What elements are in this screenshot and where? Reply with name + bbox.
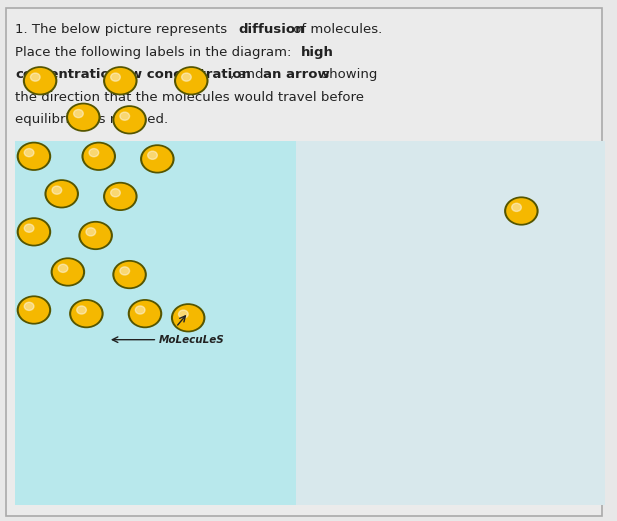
Circle shape [52, 259, 83, 285]
Circle shape [130, 301, 160, 327]
Circle shape [171, 303, 205, 332]
Circle shape [66, 103, 101, 132]
Circle shape [140, 144, 175, 173]
Circle shape [112, 105, 147, 134]
Circle shape [142, 146, 173, 172]
Bar [296, 141, 605, 505]
Circle shape [506, 198, 537, 224]
Circle shape [181, 73, 191, 81]
Text: high: high [300, 46, 333, 59]
Circle shape [51, 257, 85, 287]
Circle shape [73, 109, 83, 118]
Circle shape [110, 189, 120, 197]
Circle shape [89, 148, 99, 157]
Circle shape [46, 181, 77, 207]
FancyBboxPatch shape [6, 8, 602, 516]
Circle shape [86, 228, 96, 236]
Text: , and: , and [230, 68, 268, 81]
Text: equilibrium is reached.: equilibrium is reached. [15, 113, 168, 126]
Circle shape [69, 299, 104, 328]
Circle shape [147, 151, 157, 159]
Circle shape [178, 310, 188, 318]
Circle shape [58, 264, 68, 272]
Circle shape [80, 222, 111, 249]
Text: of molecules.: of molecules. [289, 23, 383, 36]
Text: diffusion: diffusion [239, 23, 305, 36]
Circle shape [44, 179, 79, 208]
Circle shape [30, 73, 40, 81]
Circle shape [173, 305, 204, 331]
Text: ,: , [107, 68, 115, 81]
Text: concentration: concentration [15, 68, 120, 81]
Circle shape [24, 148, 34, 157]
Circle shape [17, 295, 51, 325]
Circle shape [504, 196, 539, 226]
Circle shape [112, 260, 147, 289]
Text: Place the following labels in the diagram:: Place the following labels in the diagra… [15, 46, 296, 59]
Circle shape [103, 182, 138, 211]
Circle shape [120, 112, 130, 120]
Circle shape [105, 68, 136, 94]
Text: an arrow: an arrow [263, 68, 330, 81]
Circle shape [17, 217, 51, 246]
Circle shape [81, 142, 116, 171]
Circle shape [23, 66, 57, 95]
Circle shape [52, 186, 62, 194]
Bar [15, 141, 296, 505]
Circle shape [78, 221, 113, 250]
Circle shape [135, 306, 145, 314]
Circle shape [110, 73, 120, 81]
Circle shape [105, 183, 136, 209]
Circle shape [25, 68, 56, 94]
Circle shape [103, 66, 138, 95]
Text: low concentration: low concentration [116, 68, 251, 81]
Text: 1. The below picture represents: 1. The below picture represents [15, 23, 232, 36]
Circle shape [24, 302, 34, 311]
Circle shape [77, 306, 86, 314]
Circle shape [68, 104, 99, 130]
Circle shape [17, 142, 51, 171]
Circle shape [114, 107, 145, 133]
Text: showing: showing [318, 68, 377, 81]
Circle shape [24, 224, 34, 232]
Circle shape [120, 267, 130, 275]
Circle shape [114, 262, 145, 288]
Text: the direction that the molecules would travel before: the direction that the molecules would t… [15, 91, 365, 104]
Circle shape [19, 219, 49, 245]
Circle shape [176, 68, 207, 94]
Circle shape [19, 297, 49, 323]
Circle shape [19, 143, 49, 169]
Text: MoLecuLeS: MoLecuLeS [159, 334, 225, 345]
Circle shape [71, 301, 102, 327]
Circle shape [128, 299, 162, 328]
Circle shape [83, 143, 114, 169]
Circle shape [511, 203, 521, 212]
Circle shape [174, 66, 209, 95]
